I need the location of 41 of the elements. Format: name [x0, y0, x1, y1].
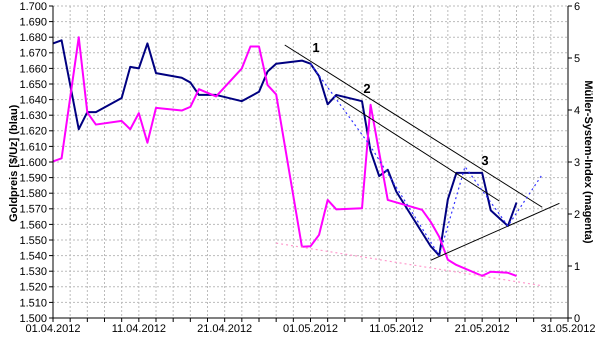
y-tick-label: 1.650	[19, 78, 47, 91]
y-tick-label: 1.680	[19, 32, 47, 44]
x-tick-label: 31.05.2012	[540, 322, 596, 335]
y2-tick-label: 1	[574, 260, 580, 273]
y2-tick-label: 4	[574, 104, 580, 117]
y-tick-label: 1.570	[19, 204, 47, 216]
y-tick-label: 1.530	[19, 266, 47, 278]
y2-tick-label: 6	[574, 0, 580, 13]
annotation: 1	[312, 40, 320, 55]
x-tick-label: 11.05.2012	[369, 322, 424, 335]
x-tick-label: 01.05.2012	[282, 322, 338, 335]
y-tick-label: 1.610	[19, 141, 47, 154]
y-tick-label: 1.700	[19, 0, 47, 13]
y-tick-label: 1.660	[19, 63, 47, 76]
y-tick-label: 1.520	[19, 282, 47, 294]
y-tick-label: 1.630	[19, 110, 47, 122]
y2-axis-title: Müller-System-Index (magenta)	[582, 80, 594, 244]
x-tick-label: 11.04.2012	[112, 322, 166, 335]
y2-tick-label: 0	[574, 312, 580, 325]
annotation: 2	[363, 81, 371, 96]
y2-tick-label: 5	[574, 52, 580, 65]
x-tick-label: 01.04.2012	[25, 322, 81, 335]
y-tick-label: 1.600	[19, 156, 47, 169]
y2-tick-label: 3	[574, 156, 580, 169]
y-tick-label: 1.690	[19, 16, 47, 29]
y-tick-label: 1.580	[19, 188, 47, 200]
y-tick-label: 1.540	[19, 250, 47, 263]
y-tick-label: 1.670	[19, 48, 47, 60]
y-tick-label: 1.510	[19, 297, 47, 310]
y-tick-label: 1.560	[19, 219, 47, 232]
y-tick-label: 1.640	[19, 94, 47, 107]
y-tick-label: 1.500	[19, 312, 47, 325]
y-tick-label: 1.620	[19, 126, 47, 138]
y-tick-label: 1.550	[19, 234, 47, 247]
annotation: 3	[481, 153, 489, 168]
y-axis-title: Goldpreis [$/Uz] (blau)	[8, 104, 20, 222]
x-tick-label: 21.05.2012	[454, 322, 510, 335]
y2-tick-label: 2	[574, 208, 580, 221]
x-tick-label: 21.04.2012	[197, 322, 252, 335]
line-series	[310, 63, 543, 256]
y-tick-label: 1.590	[19, 172, 47, 185]
